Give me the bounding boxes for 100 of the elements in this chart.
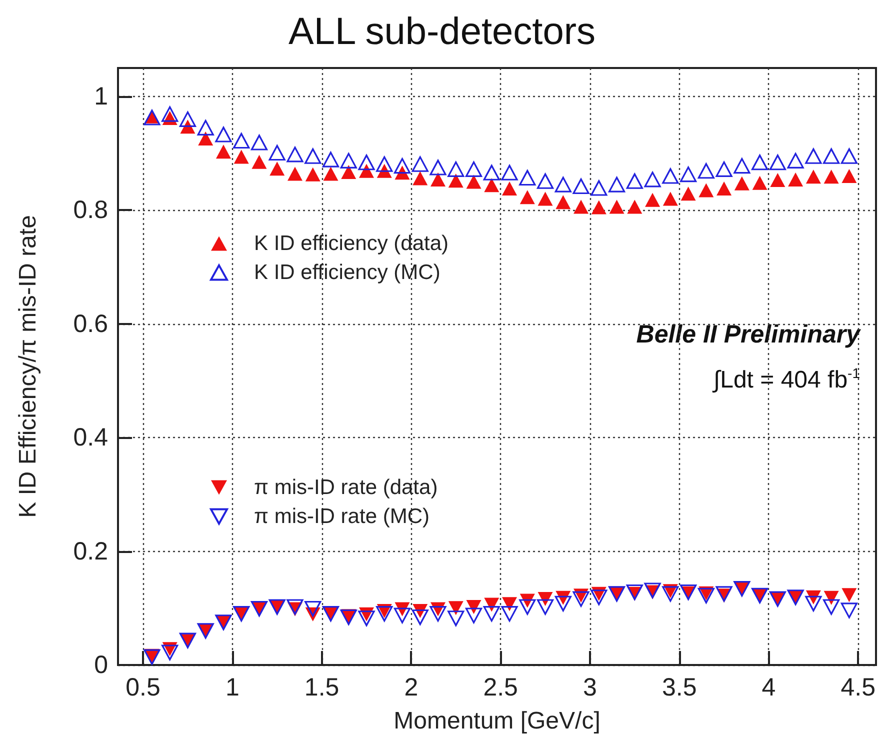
y-tick-label: 1 bbox=[94, 82, 108, 110]
point bbox=[215, 126, 232, 142]
point bbox=[216, 144, 231, 159]
point bbox=[376, 156, 393, 172]
point bbox=[680, 186, 696, 201]
point bbox=[698, 183, 714, 198]
point bbox=[662, 168, 679, 184]
point bbox=[519, 170, 536, 186]
point bbox=[304, 600, 322, 617]
point bbox=[680, 166, 697, 182]
chart-title: ALL sub-detectors bbox=[288, 11, 596, 53]
x-tick-label: 1 bbox=[225, 674, 240, 702]
point bbox=[430, 160, 446, 176]
point bbox=[501, 164, 518, 180]
point bbox=[556, 195, 571, 210]
point bbox=[698, 163, 714, 179]
point bbox=[554, 176, 572, 192]
point bbox=[448, 610, 464, 626]
point bbox=[430, 606, 446, 622]
point bbox=[842, 588, 857, 602]
legend-label: π mis-ID rate (data) bbox=[254, 476, 438, 499]
point bbox=[483, 164, 500, 180]
point bbox=[840, 602, 858, 618]
point bbox=[286, 599, 304, 615]
point bbox=[448, 174, 464, 188]
point bbox=[502, 597, 518, 612]
point bbox=[234, 150, 249, 164]
point bbox=[394, 608, 411, 624]
point bbox=[502, 182, 518, 196]
point bbox=[609, 200, 624, 214]
point bbox=[162, 644, 178, 660]
y-tick-label: 0.6 bbox=[73, 310, 108, 338]
point bbox=[340, 152, 357, 168]
point bbox=[770, 173, 786, 188]
point bbox=[554, 596, 572, 612]
point bbox=[645, 192, 660, 207]
point bbox=[590, 590, 608, 606]
point bbox=[252, 154, 267, 169]
point bbox=[305, 167, 320, 182]
point bbox=[805, 148, 822, 164]
point bbox=[787, 152, 804, 168]
point bbox=[162, 106, 178, 122]
y-tick-label: 0 bbox=[94, 651, 108, 679]
point bbox=[608, 176, 626, 192]
y-tick-label: 0.2 bbox=[73, 537, 108, 566]
point bbox=[323, 166, 338, 181]
point bbox=[840, 148, 858, 164]
point bbox=[824, 170, 839, 184]
point bbox=[483, 606, 500, 622]
point bbox=[536, 173, 554, 189]
point bbox=[538, 192, 553, 206]
point bbox=[572, 591, 590, 607]
point bbox=[466, 600, 482, 614]
point bbox=[412, 609, 428, 626]
point bbox=[304, 148, 322, 164]
point bbox=[270, 162, 285, 176]
point bbox=[466, 174, 482, 189]
point bbox=[716, 161, 732, 178]
point bbox=[394, 158, 411, 174]
point bbox=[698, 588, 714, 604]
point bbox=[662, 192, 678, 206]
x-tick-label: 2.5 bbox=[483, 674, 518, 702]
x-tick-label: 2 bbox=[404, 674, 418, 702]
legend-label: π mis-ID rate (MC) bbox=[254, 505, 430, 528]
point bbox=[591, 200, 606, 214]
point bbox=[484, 178, 500, 192]
point bbox=[788, 172, 804, 186]
x-tick-label: 3 bbox=[583, 674, 597, 702]
point bbox=[322, 152, 340, 168]
point bbox=[519, 599, 536, 615]
point bbox=[376, 606, 393, 622]
x-tick-label: 4 bbox=[762, 674, 776, 702]
point bbox=[644, 172, 661, 188]
point bbox=[626, 173, 643, 189]
point bbox=[769, 154, 786, 170]
point bbox=[842, 169, 857, 184]
x-tick-label: 4.5 bbox=[840, 674, 876, 702]
point bbox=[716, 182, 732, 196]
point bbox=[752, 176, 768, 190]
point bbox=[734, 176, 750, 190]
point bbox=[536, 599, 554, 615]
point bbox=[662, 586, 679, 602]
point bbox=[590, 180, 608, 196]
point bbox=[572, 178, 590, 194]
point bbox=[358, 154, 375, 170]
point bbox=[805, 596, 822, 612]
x-tick-label: 1.5 bbox=[304, 674, 340, 702]
point bbox=[358, 610, 375, 626]
point bbox=[734, 158, 750, 174]
point bbox=[268, 144, 286, 161]
point bbox=[465, 161, 482, 178]
point bbox=[448, 601, 464, 616]
point bbox=[520, 190, 535, 204]
point bbox=[233, 132, 250, 149]
point bbox=[286, 146, 304, 162]
y-axis-title: K ID Efficiency/π mis-ID rate bbox=[14, 215, 42, 518]
point bbox=[823, 599, 840, 615]
y-tick-label: 0.4 bbox=[73, 424, 108, 452]
annotation: Belle II Preliminary bbox=[636, 320, 862, 348]
point bbox=[198, 132, 214, 146]
